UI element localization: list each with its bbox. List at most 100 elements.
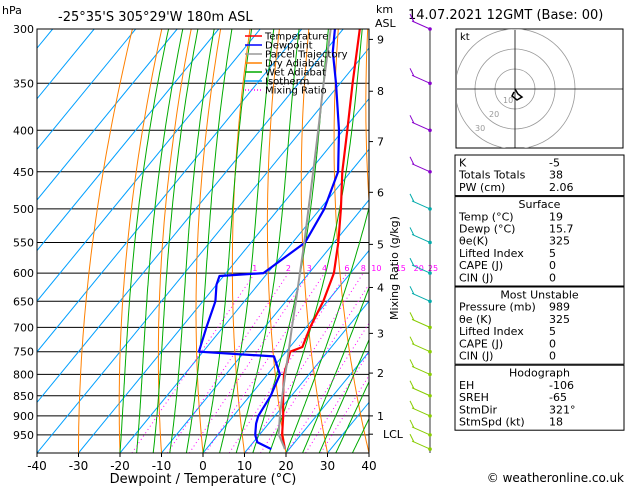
wind-barb [411,74,431,84]
table-label: Temp (°C) [458,210,514,223]
index-tables: K -5 Totals Totals 38 PW (cm) 2.06 Surface Temp… [454,154,625,431]
wind-barb-flag [409,193,415,203]
table-label: CAPE (J) [459,259,503,272]
x-tick-label: -40 [27,459,47,473]
asl-label: ASL [375,17,397,30]
table-value: -5 [549,157,560,170]
x-tick-label: 0 [199,459,207,473]
table-label: StmSpd (kt) [459,416,525,429]
pressure-tick-label: 750 [13,346,34,359]
hpa-label: hPa [2,4,22,17]
mixing-ratio-line [131,272,256,453]
table-label: SREH [459,391,489,404]
wind-barb-flag [409,336,415,345]
table-label: Totals Totals [458,169,526,182]
wind-barb-flag [409,115,415,124]
wet-adiabat [285,205,369,453]
table-label: Pressure (mb) [459,301,536,314]
isotherm [37,29,220,252]
km-label: 5 [377,238,384,251]
x-tick-label: 20 [278,459,293,473]
wind-barb [411,234,431,243]
isotherm [37,47,369,453]
hodograph-unit-label: kt [460,32,470,43]
mixing-ratio-label: 15 [396,264,406,273]
x-tick-label: 10 [237,459,252,473]
isotherm [244,300,369,453]
dry-adiabat [195,29,222,453]
wet-adiabat [318,338,369,453]
wind-barb-flag [409,433,415,443]
wind-barb-dot [428,299,432,304]
isotherm [78,97,369,453]
wet-adiabat [185,29,233,453]
table-label: Lifted Index [459,325,524,338]
wind-barb [411,292,431,302]
mixing-ratio-line [246,272,364,453]
table-value: 38 [549,169,563,182]
table-value: 325 [549,313,570,326]
table-value: 5 [549,247,556,260]
wet-adiabat [136,29,184,453]
wind-barb-dot [428,349,432,354]
surface-table-title: Surface [519,198,561,211]
wet-adiabat [235,29,300,453]
pressure-tick-label: 600 [13,267,34,280]
mixing-ratio-line [205,272,325,453]
wet-adiabat [119,29,170,453]
mixing-ratio-axis-label: Mixing Ratio (g/kg) [388,216,401,320]
wind-barb-dot [428,393,432,398]
wind-barb [411,121,431,131]
isotherm [285,350,369,453]
wind-barb-dot [428,81,432,86]
pressure-tick-label: 400 [13,124,34,137]
km-label: 9 [377,33,384,46]
pressure-tick-label: 650 [13,295,34,308]
table-label: StmDir [459,403,498,416]
wind-barb-dot [428,240,432,245]
pressure-tick-label: 800 [13,368,34,381]
wind-barb-flag [409,359,415,368]
isotherm [37,29,178,201]
x-tick-label: -20 [110,459,130,473]
dry-adiabat [157,29,192,453]
wind-barb-flag [409,286,415,295]
dry-adiabat [300,29,328,453]
x-tick-label: 30 [320,459,335,473]
location-title: -25°35'S 305°29'W 180m ASL [58,10,253,25]
series-temperature [281,29,361,450]
wind-barb-dot [428,207,432,211]
wind-barb [411,365,431,375]
km-label: LCL [383,428,404,441]
wet-adiabat [152,29,199,453]
altitude-axis: 9 8 7 6 5 4 3 2 1 LCL [368,29,404,453]
table-label: K [459,157,467,170]
wind-barb-flag [409,68,415,77]
table-label: CIN (J) [459,271,493,284]
dry-adiabat [266,29,287,453]
wind-barb [411,318,431,328]
skewt-plot: 12346810152025 3003504004505005506006507… [13,23,438,473]
mixing-ratio-label: 4 [322,264,327,273]
mixing-ratio-label: 6 [344,264,349,273]
wind-barb-dot [428,128,432,133]
hodograph-ring-label: 30 [475,124,485,133]
km-label: 6 [377,186,384,199]
wind-barb [411,440,431,450]
table-value: 325 [549,235,570,248]
indices-table [454,154,625,197]
wet-adiabat [202,29,253,453]
wind-barb [411,387,431,397]
wind-barb [411,407,431,417]
wind-barb-flag [409,227,415,236]
pressure-tick-label: 300 [13,23,34,36]
table-label: EH [459,379,474,392]
table-label: θe (K) [459,313,492,326]
wind-barb-flag [409,380,415,389]
hodograph-table [454,364,625,431]
table-value: 19 [549,210,563,223]
wind-barb-flag [409,257,415,267]
pressure-tick-label: 900 [13,410,34,423]
pressure-tick-label: 350 [13,77,34,90]
